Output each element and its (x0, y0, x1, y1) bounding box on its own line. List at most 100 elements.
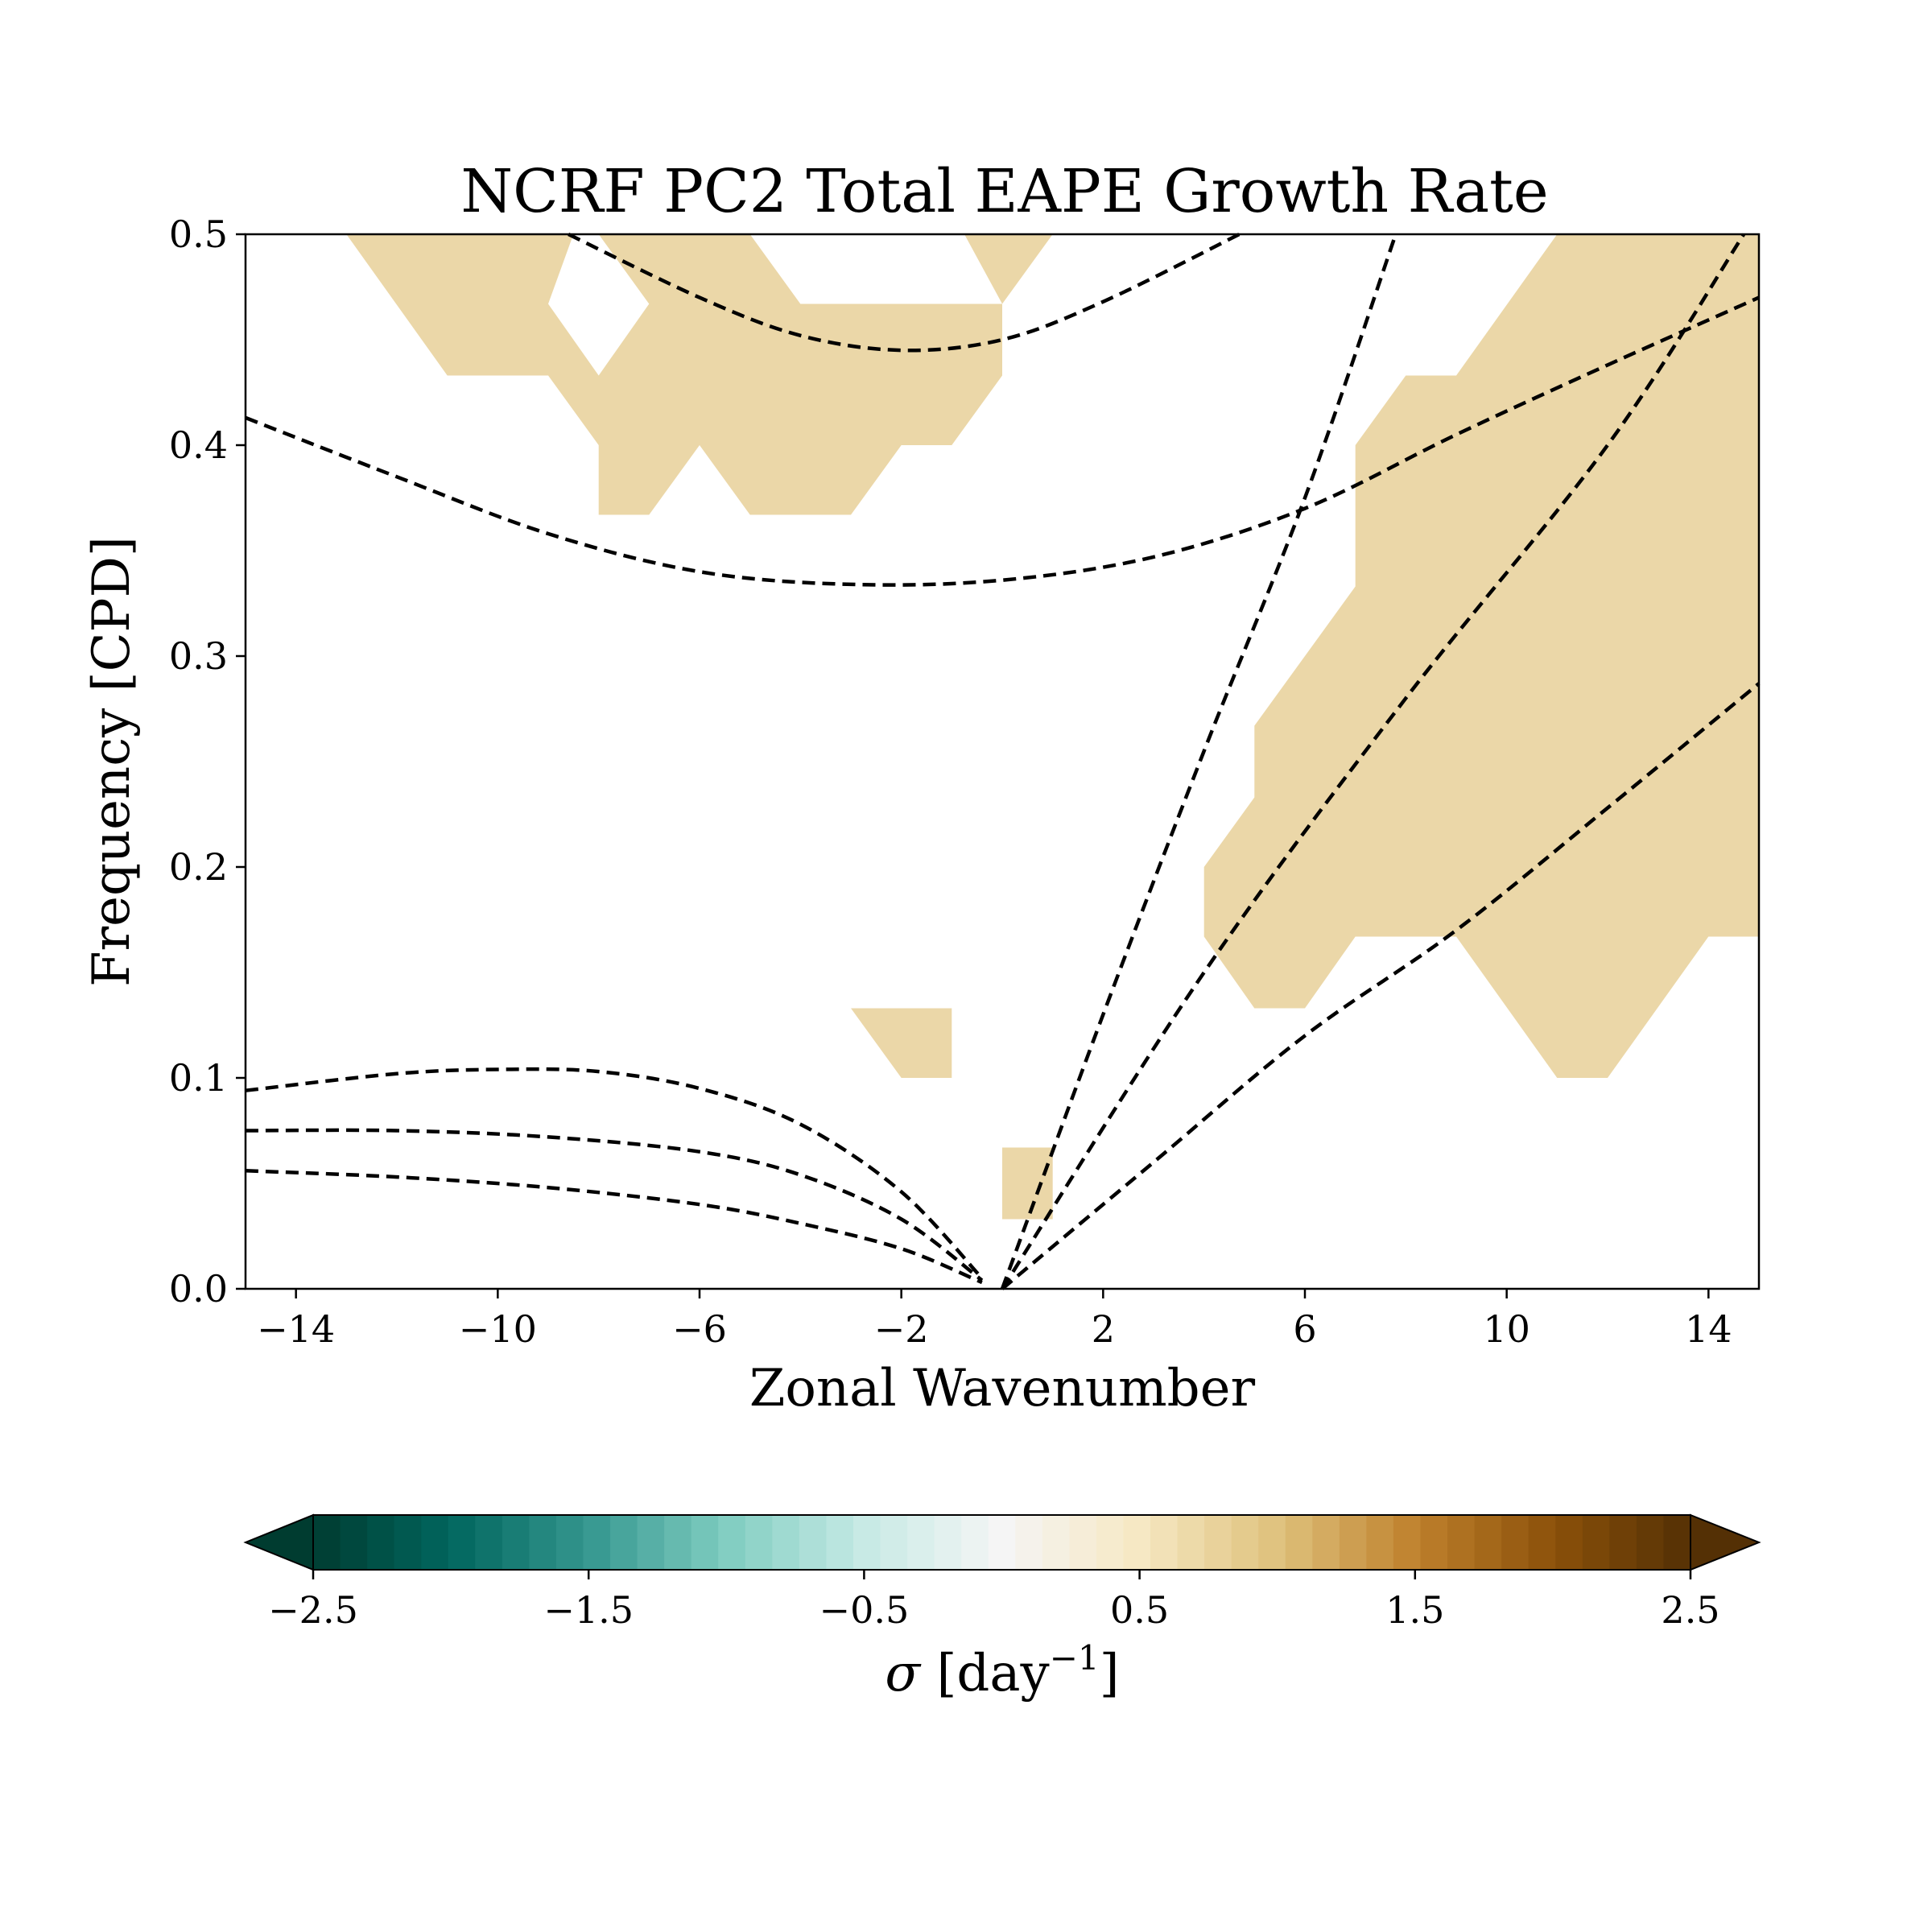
y-tick-label: 0.4 (169, 423, 228, 467)
colorbar-segment (1528, 1515, 1556, 1570)
colorbar-segment (1663, 1515, 1691, 1570)
dispersion-curve-3 (1001, 233, 1746, 1290)
colorbar-segment (1339, 1515, 1368, 1570)
colorbar-segment (448, 1515, 476, 1570)
filled-region-3 (1002, 1147, 1053, 1220)
x-tick-label: −14 (257, 1307, 335, 1351)
dispersion-curve-6 (245, 1128, 984, 1282)
colorbar-segment (1204, 1515, 1232, 1570)
colorbar-segment (907, 1515, 935, 1570)
colorbar-segment (1393, 1515, 1422, 1570)
colorbar-segment (988, 1515, 1016, 1570)
x-tick-label: −10 (459, 1307, 537, 1351)
colorbar-segment (394, 1515, 422, 1570)
colorbar-segment (1150, 1515, 1179, 1570)
filled-region-0 (346, 234, 1053, 515)
colorbar-segment (583, 1515, 611, 1570)
x-tick-label: −2 (874, 1307, 929, 1351)
colorbar-segment (1636, 1515, 1665, 1570)
colorbar-segment (313, 1515, 341, 1570)
colorbar-extend-high (1690, 1513, 1761, 1571)
colorbar-ticks: −2.5 −1.5 −0.5 0.5 1.5 2.5 (268, 1570, 1720, 1632)
colorbar-segment (1123, 1515, 1151, 1570)
y-tick-label: 0.5 (169, 213, 228, 256)
x-tick-label: 6 (1293, 1307, 1316, 1351)
colorbar-segment (1582, 1515, 1610, 1570)
colorbar-extend-low (243, 1513, 314, 1571)
colorbar-segment (1420, 1515, 1448, 1570)
colorbar-segment (1447, 1515, 1476, 1570)
plot-area (244, 232, 1761, 1290)
dispersion-curves (245, 232, 1761, 1290)
colorbar-segments (313, 1515, 1691, 1570)
colorbar-segment (718, 1515, 746, 1570)
x-tick-label: 14 (1685, 1307, 1732, 1351)
colorbar-tick-label: −1.5 (543, 1588, 634, 1632)
colorbar-segment (1069, 1515, 1097, 1570)
colorbar-segment (637, 1515, 665, 1570)
y-axis-label: Frequency [CPD] (82, 536, 142, 987)
colorbar-segment (1258, 1515, 1286, 1570)
colorbar-segment (745, 1515, 773, 1570)
colorbar-segment (691, 1515, 719, 1570)
colorbar-segment (475, 1515, 503, 1570)
colorbar-segment (1501, 1515, 1530, 1570)
dispersion-curve-7 (245, 1169, 983, 1285)
y-tick-label: 0.0 (169, 1267, 228, 1311)
x-tick-label: 2 (1092, 1307, 1115, 1351)
colorbar-segment (1312, 1515, 1340, 1570)
dispersion-curve-1 (245, 295, 1760, 587)
colorbar-tick-label: −2.5 (268, 1588, 358, 1632)
x-axis-label: Zonal Wavenumber (749, 1359, 1256, 1418)
colorbar-label-exponent: −1 (1050, 1638, 1100, 1678)
filled-region-2 (851, 1008, 952, 1078)
y-tick-label: 0.2 (169, 845, 228, 889)
colorbar-label: σ [day−1] (885, 1638, 1119, 1703)
colorbar-segment (367, 1515, 395, 1570)
colorbar-segment (1366, 1515, 1394, 1570)
colorbar-segment (1096, 1515, 1125, 1570)
y-tick-label: 0.3 (169, 634, 228, 678)
colorbar-segment (799, 1515, 828, 1570)
colorbar-segment (934, 1515, 962, 1570)
colorbar-segment (1555, 1515, 1583, 1570)
colorbar-tick-label: 2.5 (1661, 1588, 1719, 1632)
filled-region-1 (1203, 234, 1759, 1078)
colorbar-segment (1609, 1515, 1637, 1570)
colorbar-label-symbol: σ (885, 1644, 922, 1703)
dispersion-curve-2 (1000, 233, 1397, 1290)
colorbar-tick-label: −0.5 (819, 1588, 910, 1632)
plot-frame (244, 233, 1761, 1290)
colorbar-segment (880, 1515, 908, 1570)
colorbar-segment (852, 1515, 881, 1570)
colorbar-label-units: [day (920, 1644, 1050, 1703)
colorbar-segment (529, 1515, 557, 1570)
x-tick-label: 10 (1483, 1307, 1530, 1351)
colorbar-tick-label: 0.5 (1110, 1588, 1169, 1632)
colorbar-segment (1042, 1515, 1070, 1570)
colorbar-segment (1231, 1515, 1259, 1570)
dispersion-curve-5 (245, 1067, 984, 1280)
colorbar-segment (664, 1515, 692, 1570)
x-axis-ticks: −14 −10 −6 −2 2 6 10 14 (257, 1289, 1732, 1351)
colorbar-segment (340, 1515, 368, 1570)
colorbar-frame (312, 1514, 1691, 1571)
colorbar: −2.5 −1.5 −0.5 0.5 1.5 2.5 σ [day−1] (243, 1513, 1761, 1703)
colorbar-segment (555, 1515, 584, 1570)
colorbar-segment (826, 1515, 854, 1570)
colorbar-segment (1015, 1515, 1043, 1570)
colorbar-segment (1285, 1515, 1313, 1570)
y-axis-ticks: 0.0 0.1 0.2 0.3 0.4 0.5 (169, 213, 246, 1311)
colorbar-segment (961, 1515, 989, 1570)
filled-regions (346, 234, 1759, 1220)
colorbar-segment (1177, 1515, 1205, 1570)
colorbar-segment (610, 1515, 638, 1570)
y-tick-label: 0.1 (169, 1056, 228, 1100)
dispersion-curve-0 (568, 232, 1241, 353)
colorbar-tick-label: 1.5 (1385, 1588, 1444, 1632)
colorbar-label-close: ] (1100, 1644, 1120, 1703)
chart-title: NCRF PC2 Total EAPE Growth Rate (460, 157, 1548, 226)
dispersion-curve-4 (1001, 682, 1761, 1290)
x-tick-label: −6 (672, 1307, 727, 1351)
